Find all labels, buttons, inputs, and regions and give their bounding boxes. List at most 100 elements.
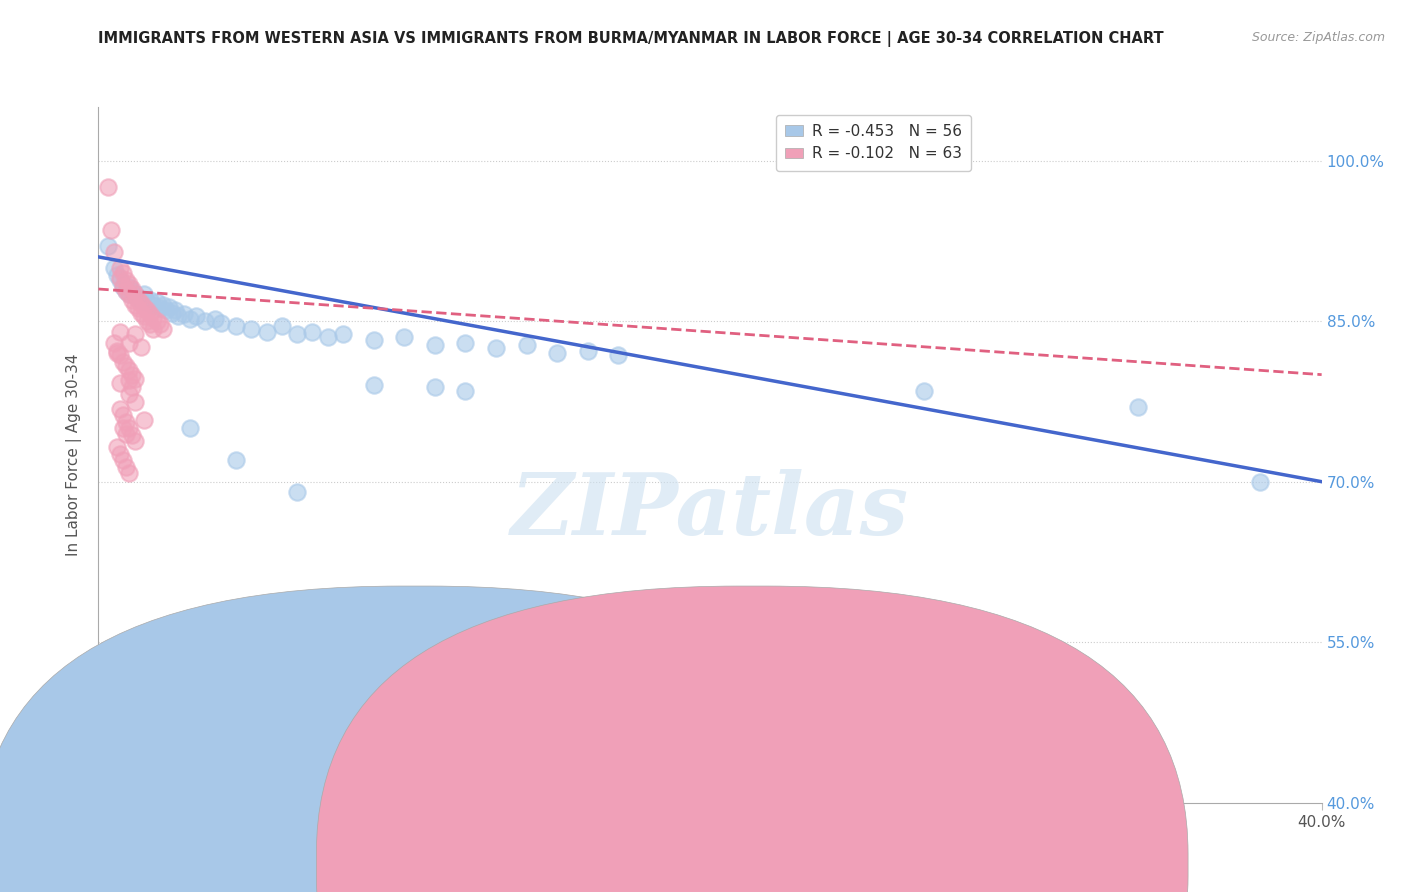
Point — [118, 363, 141, 377]
Point — [108, 401, 131, 416]
Point — [157, 300, 180, 314]
Point — [115, 426, 138, 441]
Point — [139, 318, 162, 332]
Point — [332, 326, 354, 341]
Point — [454, 335, 477, 350]
Point — [179, 421, 201, 435]
Point — [136, 294, 159, 309]
Point — [225, 319, 247, 334]
Point — [142, 310, 165, 325]
Point — [108, 447, 131, 461]
Point — [485, 341, 508, 355]
Point — [129, 305, 152, 319]
Point — [256, 325, 278, 339]
Point — [108, 348, 131, 362]
Point — [129, 296, 152, 310]
Point — [1128, 400, 1150, 414]
Text: Immigrants from Western Asia: Immigrants from Western Asia — [418, 855, 651, 870]
Point — [155, 303, 177, 318]
Point — [124, 395, 146, 409]
Point — [105, 346, 128, 360]
Point — [163, 303, 186, 318]
Point — [127, 291, 149, 305]
Point — [118, 277, 141, 291]
Point — [142, 321, 165, 335]
Point — [576, 344, 599, 359]
Point — [121, 282, 143, 296]
Point — [121, 284, 143, 298]
Point — [118, 421, 141, 435]
Point — [179, 312, 201, 326]
Point — [124, 287, 146, 301]
Point — [111, 266, 134, 280]
Point — [121, 380, 143, 394]
Point — [167, 309, 190, 323]
Point — [194, 314, 217, 328]
Point — [118, 373, 141, 387]
Point — [111, 278, 134, 293]
Legend: R = -0.453   N = 56, R = -0.102   N = 63: R = -0.453 N = 56, R = -0.102 N = 63 — [776, 115, 972, 170]
Point — [152, 321, 174, 335]
Point — [134, 300, 156, 314]
Point — [115, 273, 138, 287]
Point — [121, 368, 143, 382]
Point — [173, 307, 195, 321]
Point — [225, 453, 247, 467]
Point — [129, 293, 152, 307]
Point — [136, 303, 159, 318]
Point — [363, 378, 385, 392]
Point — [134, 412, 156, 426]
Point — [516, 337, 538, 351]
Point — [103, 244, 125, 259]
Point — [240, 321, 263, 335]
Point — [209, 316, 232, 330]
Point — [105, 441, 128, 455]
Point — [136, 314, 159, 328]
Point — [105, 268, 128, 282]
Point — [115, 415, 138, 429]
Point — [103, 260, 125, 275]
Point — [124, 287, 146, 301]
Point — [160, 305, 183, 319]
Point — [111, 355, 134, 369]
Point — [145, 294, 167, 309]
Point — [108, 325, 131, 339]
Point — [204, 312, 226, 326]
Point — [285, 485, 308, 500]
Point — [115, 359, 138, 373]
Point — [423, 380, 446, 394]
Point — [134, 309, 156, 323]
Point — [127, 301, 149, 316]
Point — [186, 309, 208, 323]
Point — [103, 335, 125, 350]
Point — [363, 334, 385, 348]
Point — [912, 384, 935, 398]
Point — [118, 335, 141, 350]
Point — [139, 307, 162, 321]
Point — [546, 346, 568, 360]
Point — [142, 298, 165, 312]
Point — [105, 344, 128, 359]
Point — [699, 657, 721, 671]
Point — [108, 260, 131, 275]
Point — [118, 466, 141, 480]
Point — [1249, 475, 1271, 489]
Point — [124, 372, 146, 386]
Point — [97, 239, 120, 253]
Point — [145, 314, 167, 328]
Point — [115, 284, 138, 298]
Y-axis label: In Labor Force | Age 30-34: In Labor Force | Age 30-34 — [66, 353, 83, 557]
Point — [316, 330, 339, 344]
Point — [301, 325, 323, 339]
Point — [111, 280, 134, 294]
Point — [124, 326, 146, 341]
Point — [97, 180, 120, 194]
Point — [152, 298, 174, 312]
Point — [607, 348, 630, 362]
Text: ZIPatlas: ZIPatlas — [510, 469, 910, 552]
Point — [392, 330, 416, 344]
Point — [134, 287, 156, 301]
Point — [118, 287, 141, 301]
Text: Immigrants from Burma/Myanmar: Immigrants from Burma/Myanmar — [741, 855, 1002, 870]
Point — [108, 273, 131, 287]
